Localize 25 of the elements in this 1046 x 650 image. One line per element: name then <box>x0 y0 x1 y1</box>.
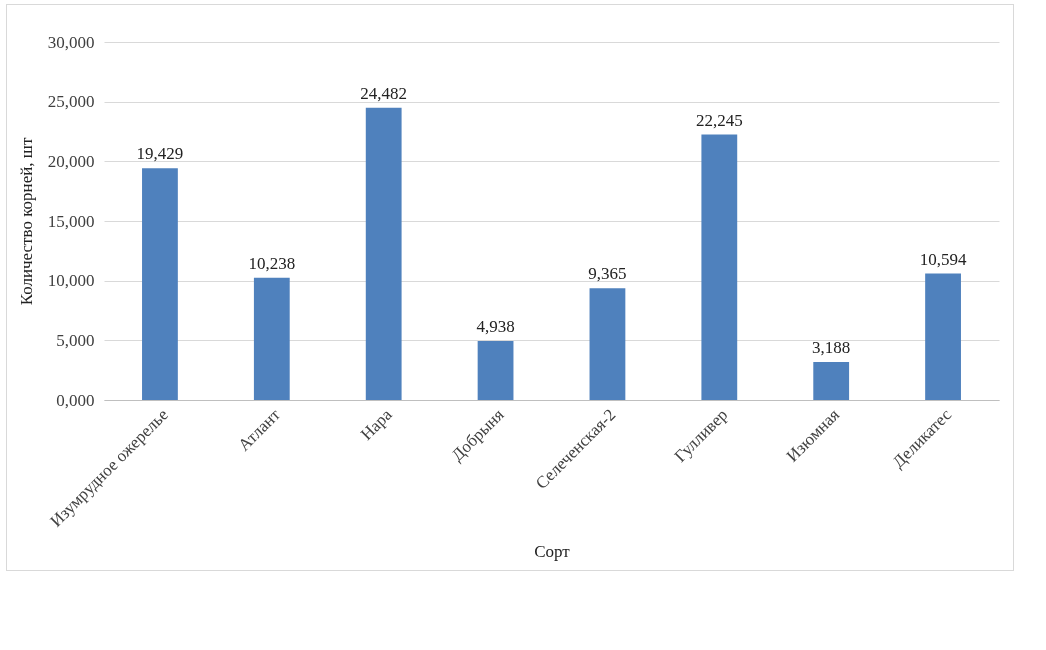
y-tick-label: 30,000 <box>47 32 95 52</box>
y-tick-label: 5,000 <box>56 330 95 350</box>
data-label: 19,429 <box>136 144 184 164</box>
data-label: 22,245 <box>695 110 743 130</box>
bar <box>365 107 402 400</box>
data-label: 3,188 <box>812 337 851 357</box>
bar <box>253 277 290 400</box>
data-label: 24,482 <box>360 83 408 103</box>
y-tick-label: 0,000 <box>56 390 95 410</box>
data-label: 4,938 <box>476 317 515 337</box>
data-label: 10,594 <box>919 249 967 269</box>
data-label: 10,238 <box>248 253 296 273</box>
y-tick-label: 15,000 <box>47 211 95 231</box>
bar <box>925 273 961 400</box>
y-tick-label: 25,000 <box>47 92 95 112</box>
y-tick-label: 10,000 <box>47 271 95 291</box>
y-tick-label: 20,000 <box>47 151 95 171</box>
data-label: 9,365 <box>588 264 627 284</box>
bar <box>142 168 178 400</box>
bar <box>477 341 514 400</box>
bar <box>589 288 626 400</box>
bar <box>813 361 850 400</box>
x-axis-title: Сорт <box>534 541 571 561</box>
y-axis-title: Количество корней, шт <box>16 137 36 306</box>
bar <box>701 134 738 400</box>
